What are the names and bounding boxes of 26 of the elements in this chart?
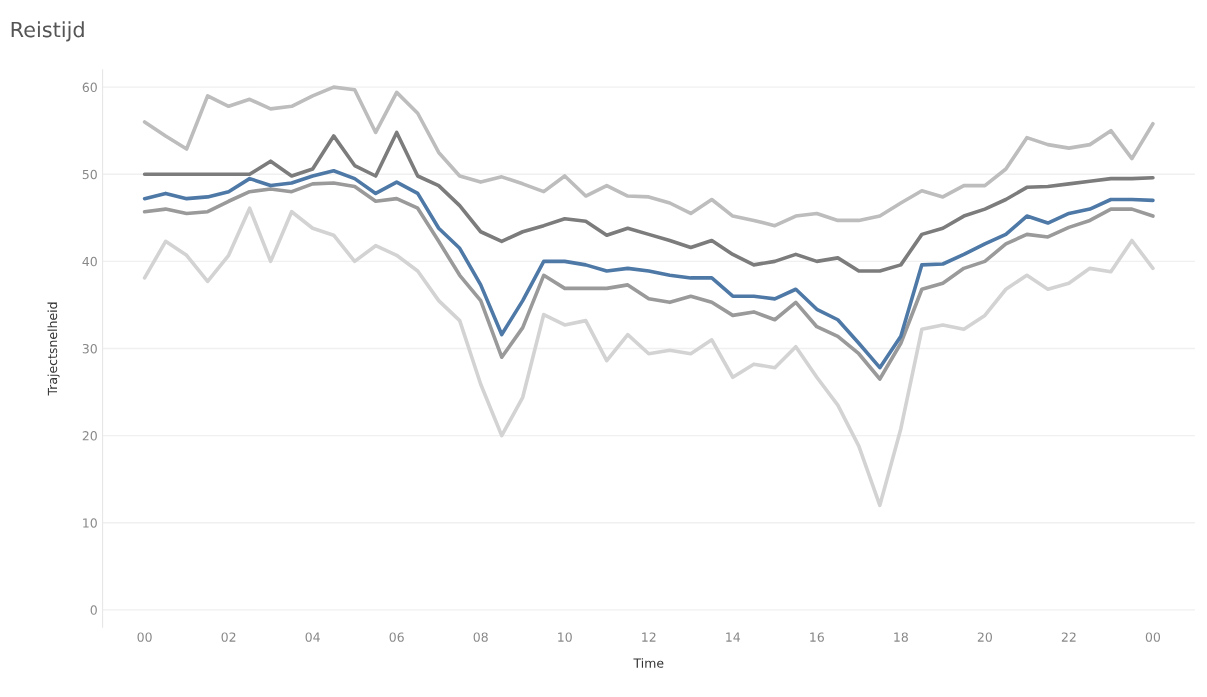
y-tick-label: 20 xyxy=(82,431,97,441)
y-tick-label: 50 xyxy=(82,169,97,180)
x-tick-label: 22 xyxy=(1061,632,1076,642)
x-tick-label: 08 xyxy=(473,632,488,642)
x-axis-title: Time xyxy=(633,658,664,668)
x-tick-label: 16 xyxy=(810,632,824,642)
x-tick-label: 10 xyxy=(558,632,572,642)
x-tick-label: 12 xyxy=(642,632,656,642)
y-tick-label: 30 xyxy=(82,343,97,354)
x-tick-label: 04 xyxy=(305,632,320,642)
x-tick-label: 00 xyxy=(1145,632,1161,642)
x-tick-label: 02 xyxy=(221,632,236,642)
x-tick-label: 20 xyxy=(977,632,992,642)
line-series xyxy=(142,206,1155,508)
chart-title: Reistijd xyxy=(11,21,84,42)
y-tick-label: 0 xyxy=(90,605,97,615)
x-tick-label: 14 xyxy=(726,632,741,642)
x-tick-label: 06 xyxy=(389,632,404,642)
x-tick-label: 00 xyxy=(137,632,152,642)
line-series xyxy=(142,130,1155,273)
x-tick-label: 18 xyxy=(894,632,908,642)
y-tick-label: 40 xyxy=(82,256,97,267)
y-axis-title: Trajectsnelheid xyxy=(47,302,60,396)
y-tick-label: 10 xyxy=(83,518,97,528)
y-tick-label: 60 xyxy=(82,82,97,93)
line-series xyxy=(142,85,1155,228)
